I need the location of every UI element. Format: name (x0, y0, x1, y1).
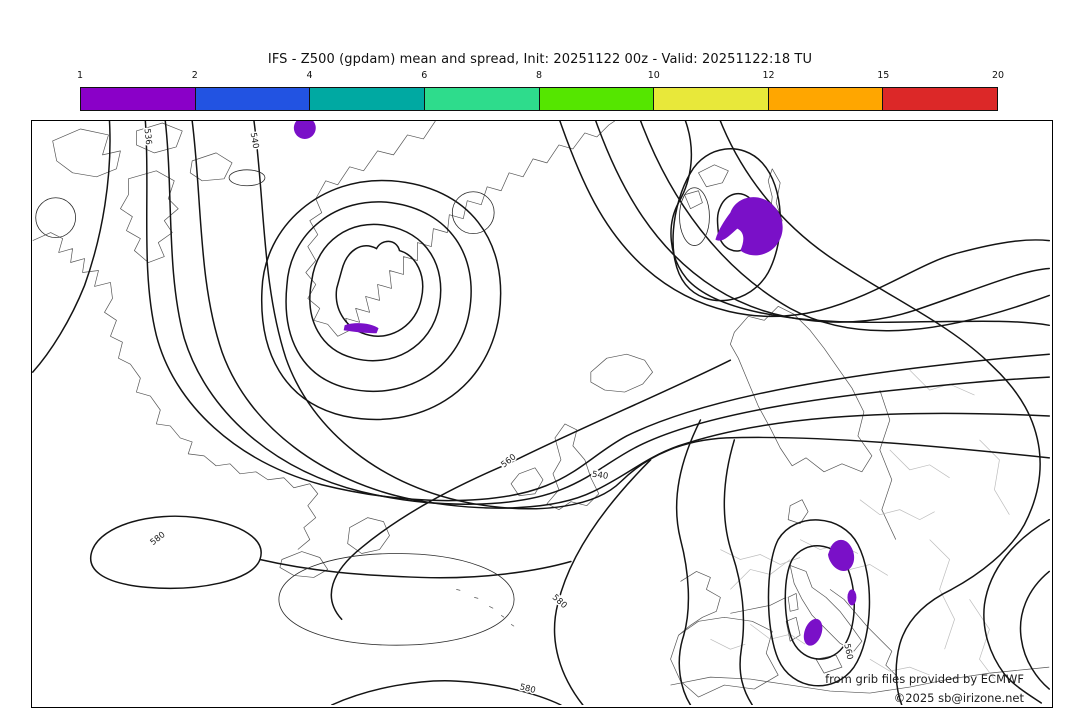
contour-label: 560 (842, 643, 855, 661)
colorbar-segment-2-4 (195, 88, 311, 110)
colorbar-bar (80, 87, 998, 111)
colorbar-tick: 6 (421, 70, 428, 81)
credits: from grib files provided by ECMWF ©2025 … (825, 670, 1024, 708)
colorbar-segment-15-20 (883, 88, 997, 110)
coastlines (32, 121, 1050, 698)
spread-region (343, 323, 379, 334)
colorbar-segment-10-12 (654, 88, 769, 110)
credit-line-ecmwf: from grib files provided by ECMWF (825, 672, 1024, 686)
contour-label: 580 (519, 681, 537, 695)
colorbar-tick: 20 (991, 70, 1005, 81)
country-borders (710, 369, 1010, 680)
credit-line-copyright: ©2025 sb@irizone.net (893, 691, 1024, 705)
colorbar-segment-1-2 (81, 88, 196, 110)
colorbar-ticks: 1 2 4 6 8 10 12 15 20 (76, 70, 1004, 84)
spread-region (715, 197, 783, 256)
colorbar-tick: 2 (191, 70, 198, 81)
contour-label: 540 (592, 469, 609, 481)
colorbar-segment-8-10 (539, 88, 655, 110)
contour-label: 580 (148, 529, 167, 547)
spread-region (293, 121, 316, 139)
mean-contours (32, 121, 1050, 705)
colorbar-segment-6-8 (424, 88, 540, 110)
colorbar-tick: 4 (306, 70, 313, 81)
colorbar-tick: 8 (535, 70, 543, 81)
colorbar-segment-4-6 (310, 88, 425, 110)
contour-label: 580 (551, 592, 570, 610)
colorbar-tick: 1 (76, 70, 84, 81)
colorbar-tick: 10 (647, 70, 660, 81)
map-frame: 536 540 560 540 580 580 580 560 from grib files… (31, 120, 1053, 708)
spread-region (803, 618, 823, 646)
colorbar-tick: 12 (762, 70, 775, 81)
thin-contours (35, 169, 710, 646)
chart-title: IFS - Z500 (gpdam) mean and spread, Init… (267, 52, 813, 67)
contour-map: 536 540 560 540 580 580 580 560 (32, 121, 1050, 705)
colorbar-tick: 15 (877, 70, 890, 81)
spread-region (828, 539, 855, 572)
contour-label: 536 (143, 128, 155, 145)
spread-regions (293, 121, 857, 646)
colorbar-segment-12-15 (768, 88, 884, 110)
spread-region (847, 589, 857, 606)
contour-label: 560 (499, 452, 518, 470)
contour-label: 540 (249, 132, 262, 150)
